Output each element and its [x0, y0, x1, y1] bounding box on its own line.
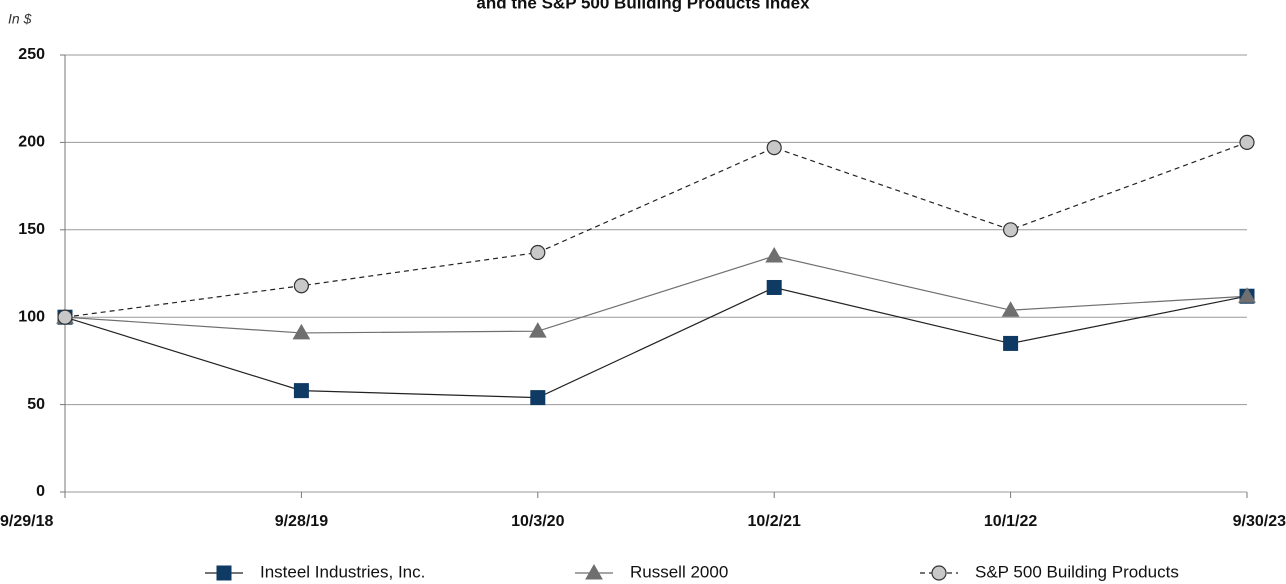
y-tick-label: 50 [27, 396, 45, 413]
data-point [1003, 335, 1019, 351]
data-point [1002, 222, 1019, 238]
y-tick-label: 200 [18, 134, 45, 151]
data-point [530, 390, 546, 406]
x-tick-label: 9/28/19 [275, 513, 328, 530]
data-point [766, 279, 782, 295]
data-point [530, 244, 546, 261]
x-tick-label: 10/3/20 [511, 513, 564, 530]
data-point [293, 278, 309, 294]
series-line [64, 141, 1248, 318]
x-tick-label: 10/2/21 [748, 513, 801, 530]
chart-title: and the S&P 500 Building Products Index [476, 0, 810, 12]
data-point [528, 322, 547, 338]
x-tick-label: 9/30/23 [1233, 513, 1286, 530]
data-point [293, 383, 309, 399]
series-line [64, 255, 1248, 334]
y-tick-label: 0 [36, 483, 45, 500]
data-point [1238, 287, 1256, 303]
y-tick-label: 150 [18, 221, 45, 238]
legend-marker [931, 565, 947, 581]
x-tick-label: 10/1/22 [984, 513, 1037, 530]
y-tick-label: 250 [18, 46, 45, 63]
y-tick-label: 100 [18, 308, 45, 325]
series-line [64, 286, 1248, 399]
data-point [766, 140, 782, 156]
data-point [765, 247, 784, 263]
legend-label: Russell 2000 [630, 562, 728, 581]
legend-label: Insteel Industries, Inc. [260, 562, 425, 581]
legend-label: S&P 500 Building Products [975, 562, 1179, 581]
y-axis-unit: In $ [8, 11, 32, 27]
data-point [1001, 301, 1020, 317]
data-point [1239, 134, 1255, 150]
data-point [292, 323, 311, 340]
legend-marker [585, 563, 603, 580]
x-tick-label: 9/29/18 [0, 513, 53, 530]
legend-marker [216, 565, 232, 581]
data-point [57, 309, 73, 325]
